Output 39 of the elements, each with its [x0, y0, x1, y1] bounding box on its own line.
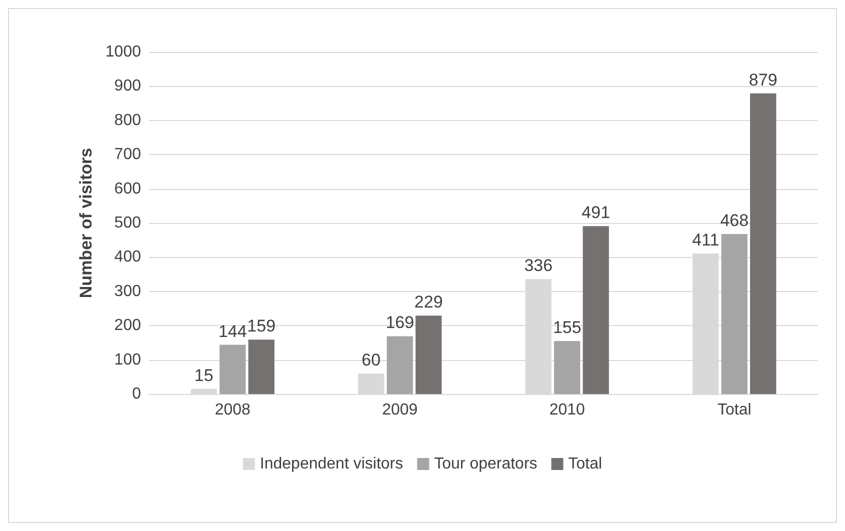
y-tick-label: 1000 — [105, 44, 142, 60]
data-label: 468 — [720, 210, 749, 230]
legend-label: Independent visitors — [260, 456, 404, 472]
data-label: 879 — [748, 70, 778, 90]
y-tick-label: 800 — [114, 112, 142, 129]
data-label: 60 — [362, 350, 381, 370]
bar — [248, 340, 274, 394]
bar — [582, 226, 609, 394]
x-tick-label: 2009 — [382, 402, 418, 418]
data-label: 155 — [552, 318, 582, 337]
x-tick-label: 2010 — [549, 402, 586, 418]
y-tick-label: 500 — [114, 214, 142, 232]
y-tick-label: 900 — [114, 78, 142, 95]
data-label: 491 — [582, 203, 610, 222]
data-label: 169 — [386, 313, 414, 332]
bar — [721, 234, 748, 394]
legend-label: Tour operators — [434, 456, 538, 472]
y-tick-label: 300 — [114, 282, 142, 300]
data-label: 229 — [414, 292, 443, 312]
data-label: 15 — [194, 366, 214, 385]
data-label: 159 — [247, 316, 276, 336]
x-tick-label: Total — [717, 402, 752, 418]
legend-label: Total — [568, 456, 602, 472]
y-tick-label: 600 — [114, 180, 142, 198]
data-label: 144 — [218, 322, 247, 341]
data-label: 411 — [692, 230, 720, 250]
bar — [220, 344, 246, 394]
y-tick-label: 0 — [132, 386, 142, 402]
bar — [750, 93, 776, 394]
y-tick-label: 400 — [114, 248, 142, 266]
x-tick-label: 2008 — [214, 402, 251, 418]
data-label: 336 — [524, 256, 553, 276]
y-tick-label: 700 — [114, 146, 142, 164]
y-tick-label: 200 — [114, 317, 142, 334]
y-axis-title: Number of visitors — [76, 148, 96, 298]
bar — [554, 340, 580, 394]
bar — [386, 336, 413, 394]
bar — [416, 316, 442, 394]
y-tick-label: 100 — [114, 351, 142, 368]
